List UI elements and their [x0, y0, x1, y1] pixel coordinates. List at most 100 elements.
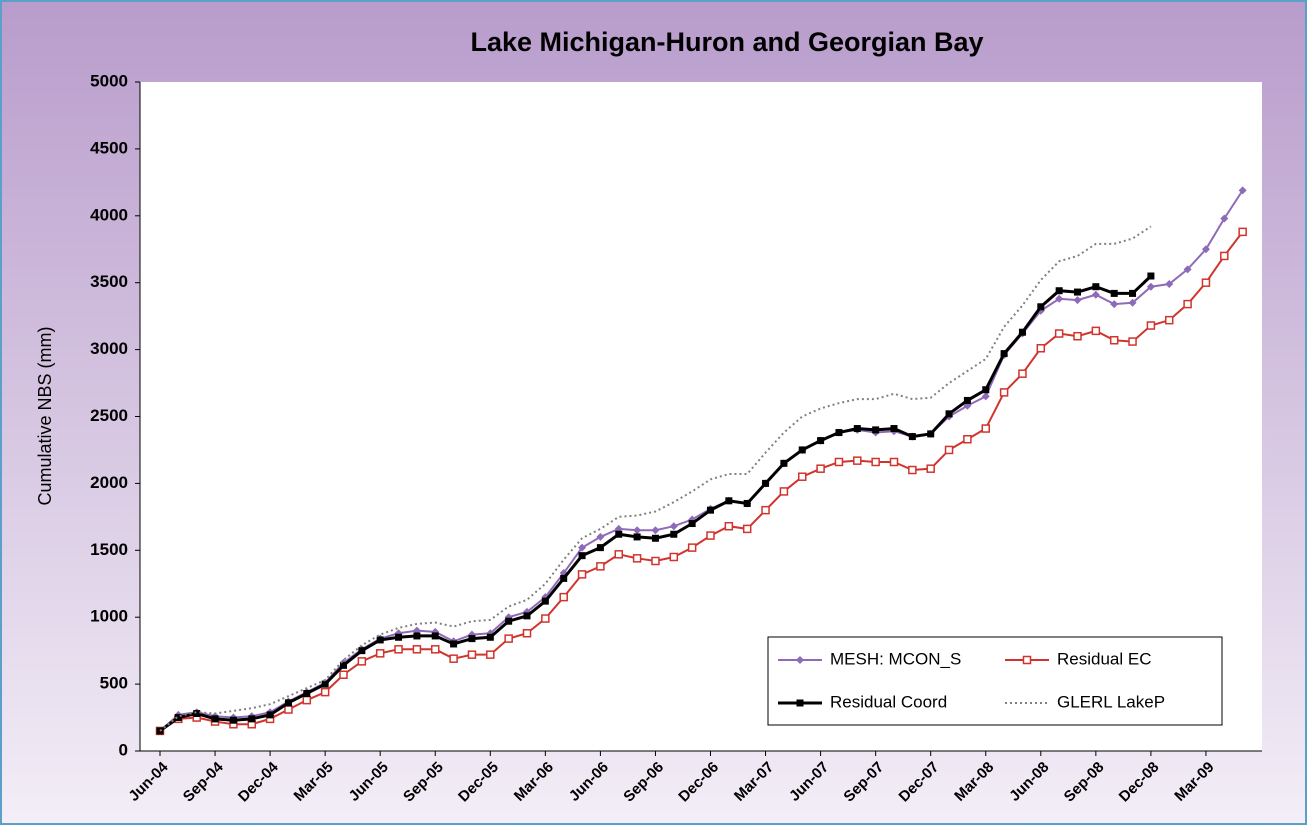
point [669, 522, 678, 531]
legend-marker [796, 699, 804, 707]
point [193, 710, 201, 718]
point [761, 505, 770, 515]
point [1129, 289, 1137, 297]
point [798, 446, 806, 454]
point [798, 472, 807, 481]
point [944, 445, 954, 455]
point [981, 392, 990, 401]
point [229, 716, 237, 724]
chart-title: Lake Michigan-Huron and Georgian Bay [470, 27, 983, 57]
y-tick-label: 4000 [90, 205, 128, 224]
point [1147, 272, 1155, 280]
point [871, 457, 880, 467]
point [339, 670, 348, 679]
point [541, 597, 549, 605]
point [779, 487, 789, 496]
point [1183, 265, 1192, 274]
point [358, 647, 366, 655]
point [743, 499, 751, 507]
legend-label: MESH: MCON_S [830, 649, 961, 668]
point [1110, 300, 1119, 309]
point [945, 410, 953, 418]
y-tick-label: 1500 [90, 540, 128, 559]
legend: MESH: MCON_S Residual EC Residual Coord GLE… [767, 636, 1223, 726]
point [450, 640, 458, 648]
point [724, 521, 734, 531]
point [742, 524, 752, 534]
point [431, 632, 439, 640]
y-tick-label: 2000 [90, 473, 128, 492]
y-tick-label: 1000 [90, 607, 128, 626]
point [633, 533, 641, 541]
point [1165, 315, 1174, 325]
point [908, 465, 917, 475]
point [284, 705, 293, 714]
point [725, 497, 733, 505]
y-tick-label: 2500 [90, 406, 128, 425]
point [835, 429, 843, 437]
y-tick-label: 3000 [90, 339, 128, 358]
point [505, 617, 513, 625]
point [174, 714, 182, 722]
legend-label: Residual EC [1057, 649, 1152, 668]
point [303, 689, 311, 697]
point [578, 543, 587, 552]
point [302, 695, 312, 705]
point [816, 464, 825, 473]
point [248, 715, 256, 723]
point [1054, 329, 1064, 338]
point [320, 687, 330, 697]
point [853, 456, 862, 465]
legend-label: GLERL LakeP [1057, 692, 1165, 711]
point [1073, 331, 1082, 341]
point [890, 425, 898, 433]
point [1146, 282, 1155, 291]
point [651, 556, 660, 566]
point [449, 654, 458, 663]
legend-marker [1022, 655, 1032, 665]
y-axis-label: Cumulative NBS (mm) [35, 326, 55, 505]
y-tick-label: 3500 [90, 272, 128, 291]
point [651, 526, 660, 535]
point [1146, 321, 1156, 330]
point [926, 464, 935, 473]
point [1109, 335, 1119, 345]
point [1238, 227, 1247, 237]
point [707, 506, 714, 514]
point [504, 634, 513, 643]
point [1238, 186, 1247, 195]
point [762, 479, 770, 487]
point [468, 635, 476, 643]
point [578, 552, 586, 560]
legend-label: Residual Coord [830, 692, 947, 711]
point [357, 657, 367, 666]
y-tick-label: 5000 [90, 71, 128, 90]
point [651, 534, 659, 542]
point [615, 530, 623, 538]
point [614, 550, 623, 559]
point [522, 629, 532, 638]
point [375, 649, 385, 658]
point [376, 636, 384, 644]
point [284, 699, 292, 707]
point [1201, 245, 1210, 254]
point [963, 396, 971, 404]
point [395, 633, 403, 641]
point [889, 457, 899, 467]
point [1165, 280, 1174, 289]
point [211, 715, 219, 723]
point [1074, 288, 1081, 296]
point [1018, 328, 1026, 336]
point [981, 424, 990, 433]
point [412, 645, 422, 654]
point [670, 530, 678, 538]
point [340, 661, 347, 669]
point [1091, 326, 1101, 336]
point [1037, 303, 1045, 311]
point [541, 614, 550, 623]
point [577, 570, 587, 579]
point [467, 650, 477, 659]
point [632, 554, 642, 563]
point [853, 425, 861, 433]
